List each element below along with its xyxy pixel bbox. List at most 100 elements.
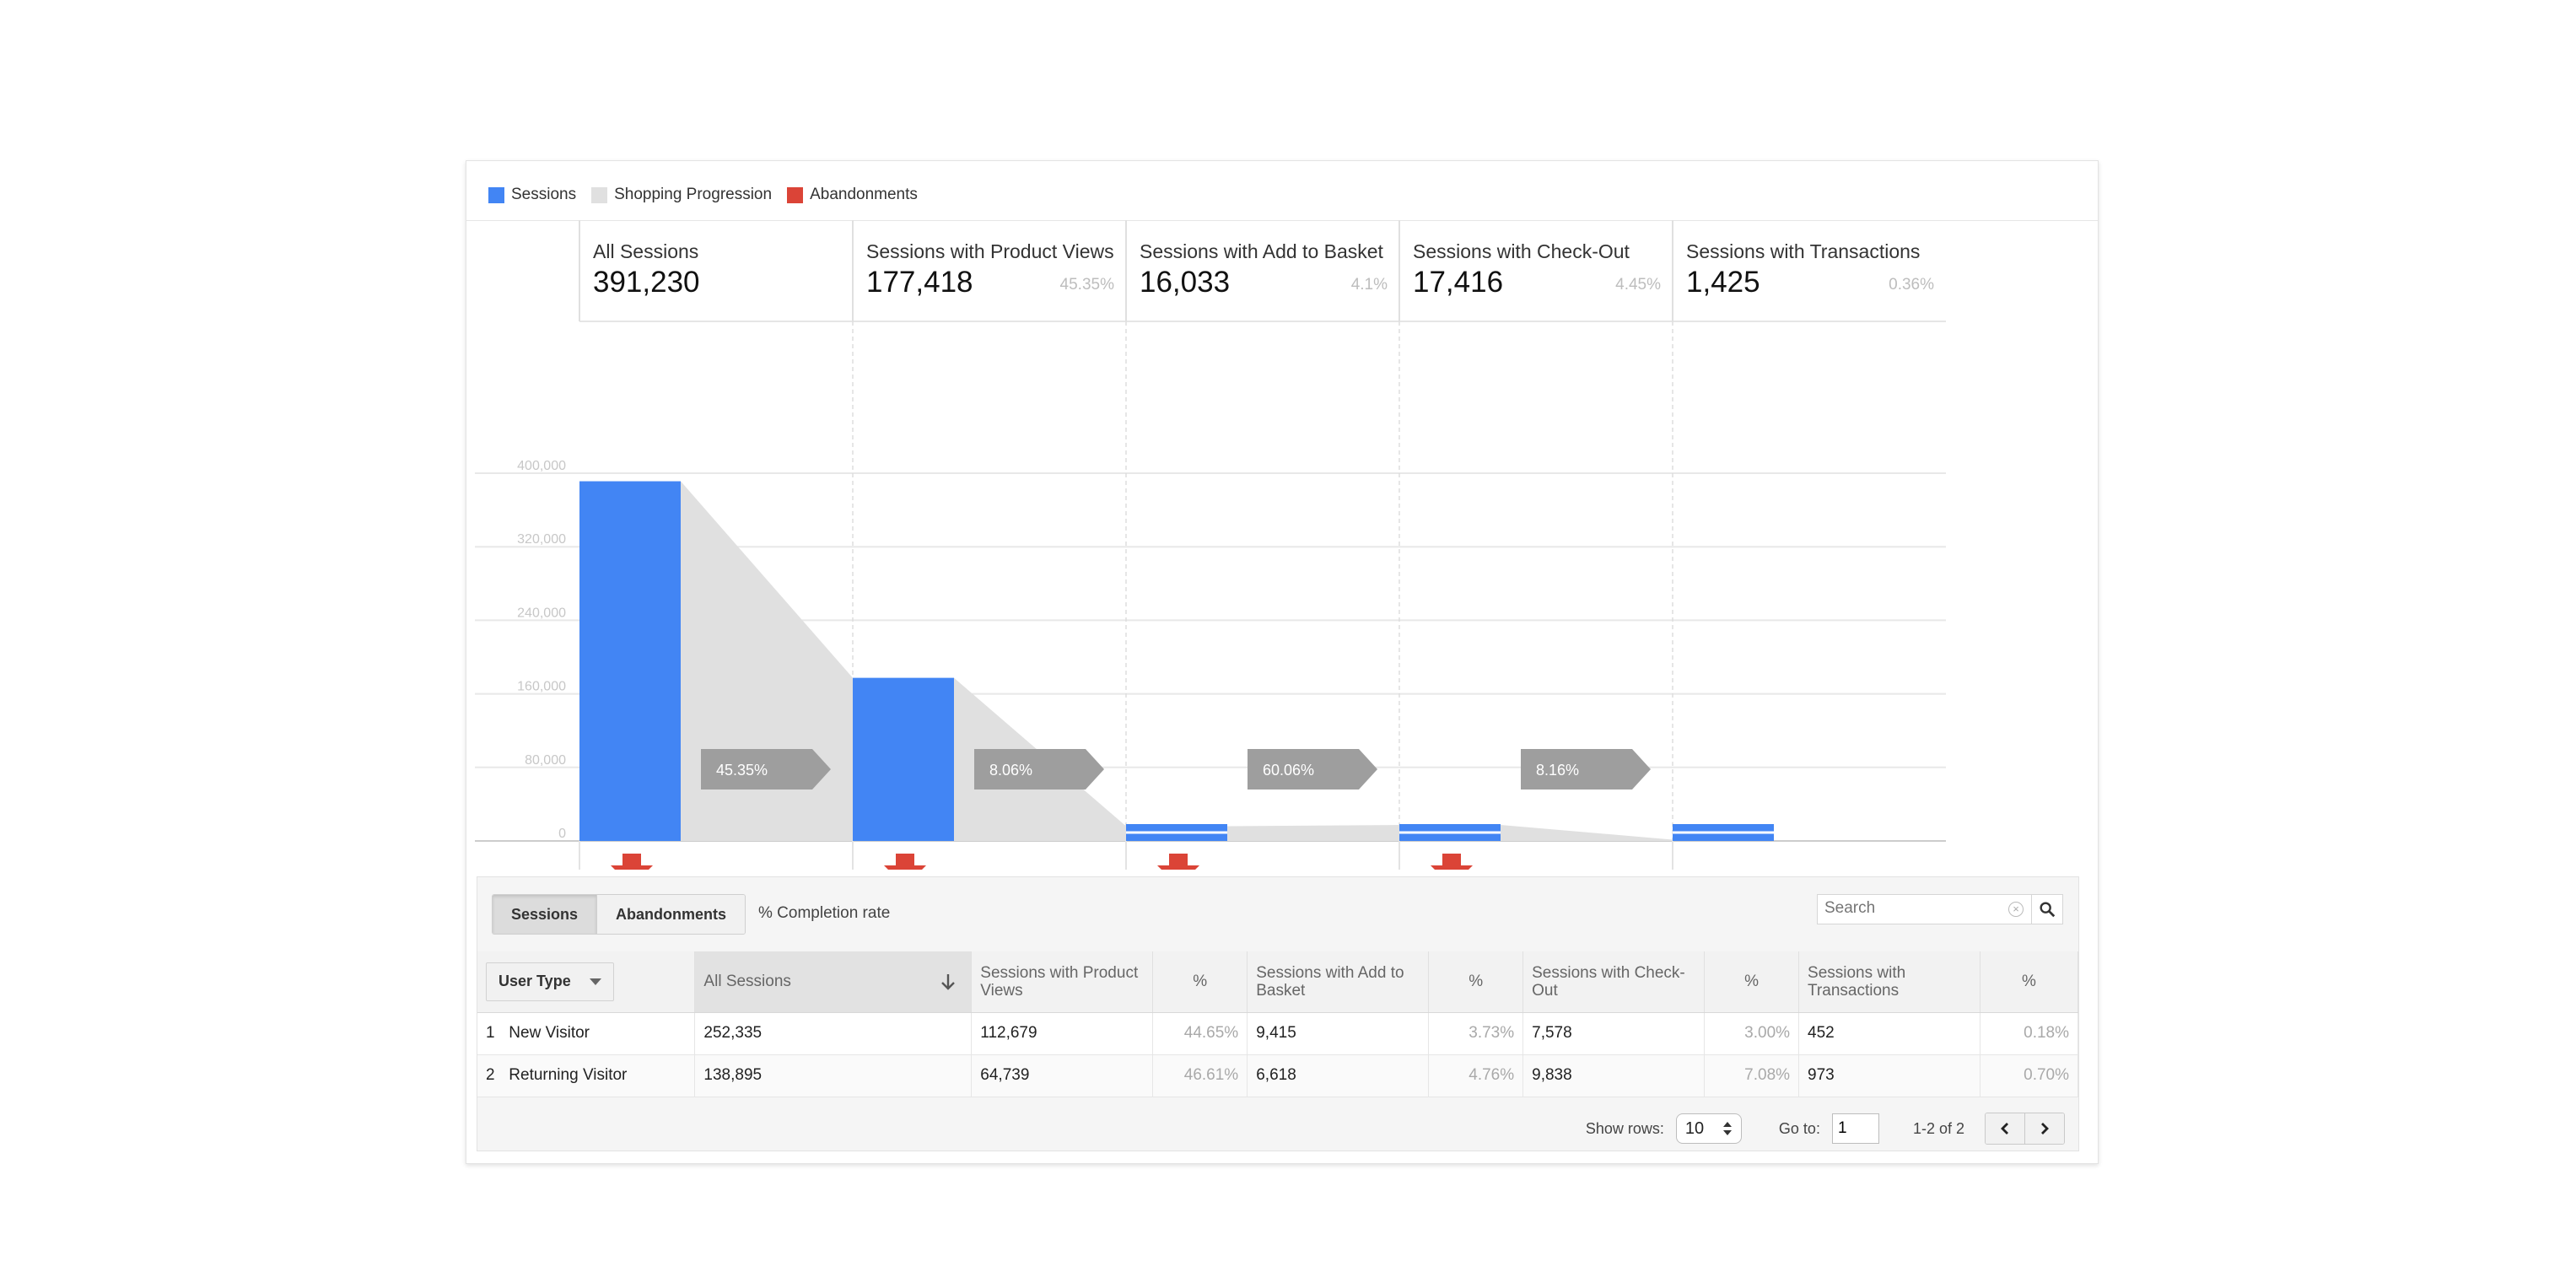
progression-arrow [1248, 749, 1377, 790]
shopping-progression-area [1501, 825, 1673, 841]
stage-value: 17,416 [1413, 266, 1503, 299]
cell-all-sessions: 138,895 [694, 1054, 973, 1097]
legend-label-sessions: Sessions [511, 186, 577, 203]
row-index: 1 [486, 1024, 495, 1042]
y-tick-label: 0 [558, 827, 566, 841]
progression-arrow [701, 749, 831, 790]
row-dimension-cell[interactable]: 1 New Visitor [477, 1012, 696, 1055]
row-name: Returning Visitor [509, 1066, 628, 1084]
sessions-tab-button[interactable]: Sessions [493, 895, 597, 934]
legend-item-abandonments: Abandonments [787, 186, 918, 204]
stage-value: 16,033 [1140, 266, 1230, 299]
row-index: 2 [486, 1066, 495, 1084]
goto-label: Go to: [1778, 1119, 1820, 1137]
abandonment-arrow-icon [1431, 854, 1473, 870]
page-nav [1985, 1113, 2065, 1145]
abandonments-tab-button[interactable]: Abandonments [596, 895, 746, 934]
show-rows-label: Show rows: [1585, 1119, 1664, 1137]
shopping-progression-area [1227, 825, 1399, 841]
row-dimension-cell[interactable]: 2 Returning Visitor [477, 1054, 696, 1097]
cell-product-views-pct: 46.61% [1152, 1054, 1248, 1097]
previous-page-button[interactable] [1986, 1113, 2024, 1144]
legend-divider [466, 220, 2098, 221]
completion-rate-label[interactable]: % Completion rate [758, 904, 891, 922]
user-type-dropdown[interactable]: User Type [486, 962, 614, 1001]
dimension-header: User Type [477, 951, 696, 1013]
stage-title: Sessions with Transactions [1686, 240, 1920, 262]
y-tick-label: 400,000 [517, 459, 566, 473]
up-down-caret-icon [1722, 1122, 1732, 1135]
sessions-bar [579, 481, 681, 841]
cell-transactions: 452 [1798, 1012, 1981, 1055]
stage-title: Sessions with Add to Basket [1140, 240, 1384, 262]
legend-swatch-abandonments [787, 186, 804, 203]
abandonment-arrow-icon [884, 854, 926, 870]
progression-rate-label: 8.16% [1536, 762, 1579, 779]
search-button[interactable] [2031, 894, 2063, 924]
stage-title: Sessions with Check-Out [1413, 240, 1630, 262]
cell-add-to-basket-pct: 4.76% [1428, 1054, 1524, 1097]
progression-rate-label: 45.35% [716, 762, 768, 779]
column-header-add-to-basket-pct[interactable]: % [1428, 951, 1524, 1013]
cell-check-out-pct: 3.00% [1704, 1012, 1800, 1055]
cell-add-to-basket-pct: 3.73% [1428, 1012, 1524, 1055]
funnel-table-panel: Sessions Abandonments % Completion rate … [477, 876, 2079, 1151]
column-header-product-views[interactable]: Sessions with Product Views [971, 951, 1154, 1013]
progression-rate-label: 8.06% [989, 762, 1032, 779]
search-input[interactable] [1818, 895, 2000, 922]
chevron-left-icon [2001, 1123, 2008, 1134]
y-tick-label: 80,000 [525, 753, 566, 768]
chevron-right-icon [2041, 1123, 2049, 1134]
row-name: New Visitor [509, 1024, 590, 1042]
y-tick-label: 160,000 [517, 680, 566, 694]
y-tick-label: 240,000 [517, 606, 566, 620]
sessions-bar [853, 677, 954, 841]
metric-toggle: Sessions Abandonments [492, 894, 746, 935]
table-toolbar: Sessions Abandonments % Completion rate … [477, 877, 2078, 951]
column-header-check-out[interactable]: Sessions with Check-Out [1522, 951, 1706, 1013]
column-header-all-sessions[interactable]: All Sessions [694, 951, 973, 1013]
shopping-funnel-chart: 400,000 320,000 240,000 160,000 80,000 0 All S… [475, 220, 1946, 870]
stage-value: 391,230 [593, 266, 700, 299]
cell-check-out: 9,838 [1522, 1054, 1706, 1097]
progression-arrow [1521, 749, 1651, 790]
legend-swatch-shopping-progression [591, 186, 608, 203]
next-page-button[interactable] [2024, 1113, 2064, 1144]
show-rows-value: 10 [1684, 1118, 1705, 1138]
column-header-add-to-basket[interactable]: Sessions with Add to Basket [1247, 951, 1430, 1013]
stage-title: All Sessions [593, 240, 698, 262]
legend-item-sessions: Sessions [488, 186, 576, 204]
column-header-transactions[interactable]: Sessions with Transactions [1798, 951, 1981, 1013]
show-rows-select[interactable]: 10 [1675, 1113, 1742, 1144]
cell-all-sessions: 252,335 [694, 1012, 973, 1055]
search-box: × [1817, 894, 2033, 924]
table-pager: Show rows: 10 Go to: 1-2 of 2 [477, 1107, 2078, 1151]
column-header-transactions-pct[interactable]: % [1980, 951, 2079, 1013]
sort-arrow-down-icon [941, 974, 956, 990]
stage-percentage: 45.35% [1060, 276, 1115, 294]
goto-page-input[interactable] [1831, 1113, 1879, 1144]
cell-product-views: 112,679 [971, 1012, 1154, 1055]
chevron-down-icon [589, 978, 601, 985]
page-range-label: 1-2 of 2 [1912, 1119, 1964, 1137]
funnel-card: Sessions Shopping Progression Abandonmen… [466, 160, 2099, 1164]
stage-percentage: 0.36% [1889, 276, 1934, 294]
stage-percentage: 4.1% [1351, 276, 1388, 294]
cell-transactions: 973 [1798, 1054, 1981, 1097]
legend-item-shopping-progression: Shopping Progression [591, 186, 772, 204]
abandonment-arrow-icon [611, 854, 653, 870]
cell-product-views-pct: 44.65% [1152, 1012, 1248, 1055]
column-header-check-out-pct[interactable]: % [1704, 951, 1800, 1013]
clear-search-icon[interactable]: × [2008, 902, 2024, 917]
progression-rate-label: 60.06% [1263, 762, 1314, 779]
cell-transactions-pct: 0.18% [1980, 1012, 2079, 1055]
user-type-label: User Type [498, 973, 571, 990]
cell-check-out: 7,578 [1522, 1012, 1706, 1055]
table-row: 1 New Visitor 252,335 112,679 44.65% 9,4… [477, 1012, 2079, 1055]
column-header-product-views-pct[interactable]: % [1152, 951, 1248, 1013]
y-tick-label: 320,000 [517, 532, 566, 547]
cell-product-views: 64,739 [971, 1054, 1154, 1097]
cell-add-to-basket: 9,415 [1247, 1012, 1430, 1055]
column-header-label: All Sessions [703, 973, 791, 991]
legend-label-abandonments: Abandonments [810, 186, 918, 203]
